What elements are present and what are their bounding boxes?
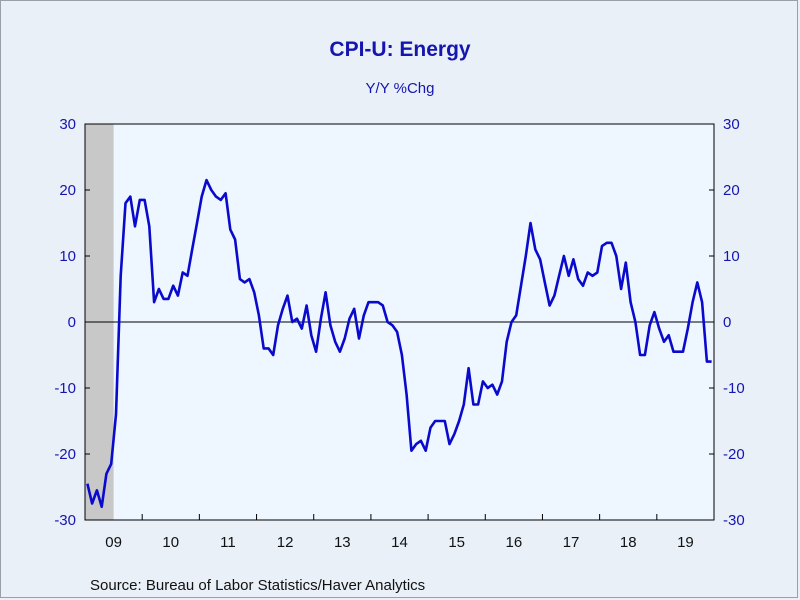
- y-tick-label-left: -20: [54, 446, 76, 463]
- y-tick-label-left: -10: [54, 380, 76, 397]
- y-tick-label-right: 30: [723, 116, 740, 133]
- y-tick-label-right: -20: [723, 446, 745, 463]
- y-tick-label-right: 20: [723, 182, 740, 199]
- chart-subtitle: Y/Y %Chg: [365, 80, 435, 97]
- y-tick-label-right: -10: [723, 380, 745, 397]
- y-tick-label-left: 30: [59, 116, 76, 133]
- y-tick-label-left: 20: [59, 182, 76, 199]
- y-tick-label-left: 0: [68, 314, 76, 331]
- x-tick-label: 15: [448, 534, 465, 551]
- x-tick-label: 19: [677, 534, 694, 551]
- x-tick-label: 14: [391, 534, 408, 551]
- x-tick-label: 12: [277, 534, 294, 551]
- y-tick-label-left: -30: [54, 512, 76, 529]
- x-tick-label: 11: [220, 534, 236, 551]
- series-line: [86, 178, 712, 509]
- x-tick-label: 17: [563, 534, 580, 551]
- y-tick-label-right: 0: [723, 314, 731, 331]
- chart-title: CPI-U: Energy: [329, 38, 471, 61]
- y-tick-label-right: -30: [723, 512, 745, 529]
- x-tick-label: 09: [105, 534, 122, 551]
- y-tick-label-left: 10: [59, 248, 76, 265]
- x-tick-label: 16: [506, 534, 523, 551]
- x-tick-label: 18: [620, 534, 637, 551]
- source-note: Source: Bureau of Labor Statistics/Haver…: [90, 577, 426, 594]
- x-tick-label: 13: [334, 534, 351, 551]
- x-tick-label: 10: [162, 534, 179, 551]
- y-tick-label-right: 10: [723, 248, 740, 265]
